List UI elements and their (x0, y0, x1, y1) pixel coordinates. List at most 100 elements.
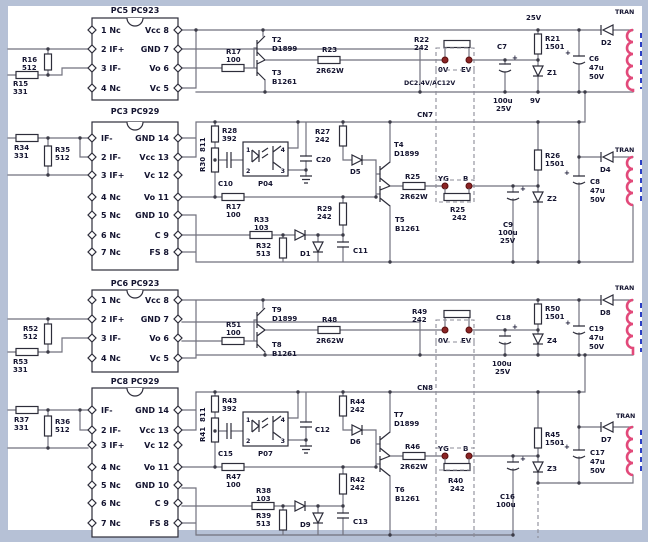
capacitor-C12: C12 (300, 421, 330, 434)
diode-small-2 (294, 229, 307, 241)
optocoupler-P07: 1 2 4 3 P07 (242, 411, 289, 458)
capacitor-C13: C13 (337, 512, 368, 526)
r47-val: 100 (226, 481, 241, 489)
r37-val: 331 (14, 424, 29, 432)
ic4-pin13: Vcc 13 (139, 426, 169, 435)
ic3-pin8: Vcc 8 (145, 296, 169, 305)
ic3-pin3: 3 IF- (101, 334, 121, 343)
c12-ref: C12 (315, 426, 330, 434)
resistor-R33: R33 103 (249, 216, 273, 240)
ic2-pin7: 7 Nc (101, 248, 121, 257)
r30-ref: R30 (199, 157, 207, 172)
c10-ref: C10 (218, 180, 233, 188)
ic2-pin2: 2 IF- (101, 153, 121, 162)
r26-ref: R26 (545, 152, 560, 160)
c19-val: 47u (589, 334, 604, 342)
resistor-R17b: R17 100 (221, 192, 245, 219)
zener-Z3: Z3 (532, 461, 557, 474)
ic1-pin7: GND 7 (141, 45, 169, 54)
zener-D1: D1 (300, 241, 324, 258)
ic1-pin4: 4 Nc (101, 84, 121, 93)
r16-ref: R16 (22, 56, 37, 64)
c7-plus: + (512, 54, 518, 62)
ic4-pin12: Vc 12 (144, 441, 169, 450)
c8-plus: + (564, 169, 570, 177)
ic3-pin6: Vo 6 (149, 334, 169, 343)
transformer-winding-1 (625, 28, 642, 92)
d2-ref: D2 (601, 39, 612, 47)
transistor-T9-T8: T9 D1899 T8 B1261 (256, 306, 297, 358)
connector-CN7: CN7 (417, 47, 475, 203)
c6-val: 47u (589, 64, 604, 72)
d1-ref: D1 (300, 250, 311, 258)
resistor-R34: R34 331 (14, 133, 39, 160)
r42-ref: R42 (350, 476, 365, 484)
zener-D9: D9 (300, 512, 324, 529)
cn7-pin-b: B (463, 175, 468, 183)
r43-val: 392 (222, 405, 237, 413)
r44-ref: R44 (350, 398, 365, 406)
resistor-R32: R32 513 (256, 237, 288, 259)
ic-pc6-pc923: PC6 PC923 1 Nc 2 IF+ 3 IF- 4 Nc Vcc 8 GN… (87, 279, 183, 373)
resistor-R44: R44 242 (338, 395, 365, 417)
ic1-pin6: Vo 6 (149, 64, 169, 73)
ic4-pin7: 7 Nc (101, 519, 121, 528)
zener-Z1: Z1 9V (530, 65, 557, 105)
ic1-title: PC5 PC923 (111, 6, 160, 15)
resistor-R50: R50 1501 (533, 303, 565, 325)
rail-25v-note: 25V (526, 14, 542, 22)
t9-ref: T9 (272, 306, 282, 314)
resistor-R43: R43 392 (210, 395, 237, 413)
resistor-R26: R26 1501 (533, 149, 565, 171)
capacitor-C15: C15 (218, 423, 233, 458)
ground-symbol-1 (300, 175, 312, 184)
r40-val: 242 (450, 485, 465, 493)
r29-ref: R29 (317, 205, 332, 213)
ic3-pin2: 2 IF+ (101, 315, 125, 324)
cn8-label: CN8 (417, 384, 433, 392)
cn8-pin-b: B (463, 445, 468, 453)
ic2-pin3: 3 IF+ (101, 171, 125, 180)
capacitor-C10: C10 (218, 152, 233, 188)
ic-pc3-pc929: PC3 PC929 IF- 2 IF- 3 IF+ 4 Nc 5 Nc 6 Nc… (87, 107, 183, 271)
r36-val: 512 (55, 426, 70, 434)
r23-ref: R23 (322, 46, 337, 54)
ic4-pin6: 6 Nc (101, 499, 121, 508)
r53-val: 331 (13, 366, 28, 374)
r50-val: 1501 (545, 313, 565, 321)
r48-ref: R48 (322, 316, 337, 324)
t2-ref: T2 (272, 36, 282, 44)
ic1-pin3: 3 IF- (101, 64, 121, 73)
diode-D5: D5 (350, 154, 364, 176)
t3-val: B1261 (272, 78, 297, 86)
t3-ref: T3 (272, 69, 282, 77)
r51-val: 100 (226, 329, 241, 337)
optocoupler-P04: 1 2 4 3 P04 (242, 141, 289, 188)
ic1-pin2: 2 IF+ (101, 45, 125, 54)
t8-ref: T8 (272, 341, 282, 349)
cn7-upper-pins: 0V EV (438, 56, 473, 74)
r45-val: 1501 (545, 439, 565, 447)
c15-ref: C15 (218, 450, 233, 458)
r25b-ref: R25 (450, 206, 465, 214)
c8-val: 47u (590, 187, 605, 195)
capacitor-C9: + C9 100u 25V (498, 185, 526, 245)
t9-val: D1899 (272, 315, 297, 323)
ic1-pin1: 1 Nc (101, 26, 121, 35)
cn7-label: CN7 (417, 111, 433, 119)
ground-symbol-2 (300, 445, 312, 454)
zener-Z4: Z4 (532, 333, 557, 346)
cn8-pin-ev: EV (461, 337, 472, 345)
p07-pin1: 1 (246, 417, 250, 424)
r39-val: 513 (256, 520, 271, 528)
resistor-R51: R51 100 (221, 321, 245, 346)
c17-val2: 50V (590, 467, 606, 475)
t6-val: B1261 (395, 495, 420, 503)
r34-ref: R34 (14, 144, 29, 152)
t6-ref: T6 (395, 486, 405, 494)
r27-val: 242 (315, 136, 330, 144)
ic4-pin3: 3 IF+ (101, 441, 125, 450)
r51-ref: R51 (226, 321, 241, 329)
